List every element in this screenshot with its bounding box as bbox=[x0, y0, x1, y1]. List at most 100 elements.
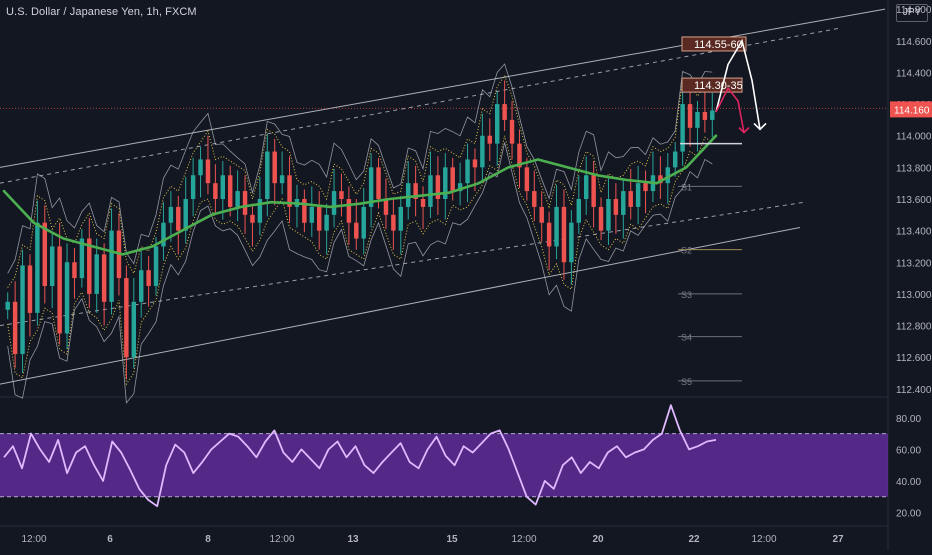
candle-body bbox=[131, 301, 137, 358]
candle-body bbox=[643, 183, 648, 192]
projection-white-arrowhead bbox=[753, 122, 767, 131]
bollinger-upper bbox=[7, 63, 713, 274]
candle-body bbox=[346, 199, 352, 223]
candle-body bbox=[64, 262, 70, 334]
candle-body bbox=[190, 175, 196, 199]
candle-body bbox=[672, 151, 678, 168]
time-tick-label: 15 bbox=[446, 534, 458, 545]
rsi-tick-label: 80.00 bbox=[896, 414, 921, 425]
candle-body bbox=[487, 135, 493, 144]
candle-body bbox=[576, 199, 582, 223]
candle-body bbox=[94, 254, 99, 294]
candle-body bbox=[502, 104, 507, 120]
candle-body bbox=[5, 301, 10, 310]
candle-body bbox=[124, 278, 129, 358]
candle-body bbox=[443, 167, 448, 199]
rsi-band bbox=[0, 433, 888, 497]
candle-body bbox=[279, 175, 285, 184]
candle-body bbox=[635, 183, 641, 207]
candle-body bbox=[695, 111, 700, 128]
price-tick-label: 113.000 bbox=[896, 290, 932, 301]
current-price-label: 114.160 bbox=[894, 105, 930, 116]
pivot-label-3: S3 bbox=[681, 290, 692, 300]
time-tick-label: 22 bbox=[688, 534, 700, 545]
candle-body bbox=[324, 214, 329, 231]
candle-body bbox=[235, 191, 240, 207]
current-price-tag bbox=[890, 101, 932, 118]
candle-body bbox=[658, 175, 663, 184]
candle-body bbox=[613, 199, 619, 215]
candle-body bbox=[405, 183, 411, 207]
candle-body bbox=[79, 238, 85, 279]
candle-body bbox=[220, 175, 226, 199]
pivot-label-4: S4 bbox=[681, 333, 692, 343]
price-tick-label: 114.800 bbox=[896, 5, 932, 16]
price-tick-label: 112.800 bbox=[896, 322, 932, 333]
candle-body bbox=[591, 175, 596, 207]
candle-body bbox=[265, 151, 270, 199]
candle-body bbox=[494, 104, 500, 144]
price-tick-label: 114.000 bbox=[896, 132, 932, 143]
candle-body bbox=[480, 135, 485, 168]
candle-body bbox=[435, 175, 441, 199]
candle-body bbox=[205, 159, 211, 184]
time-tick-label: 27 bbox=[832, 534, 844, 545]
candle-body bbox=[628, 191, 633, 207]
candle-body bbox=[361, 206, 366, 239]
time-tick-label: 6 bbox=[107, 534, 113, 545]
candle-body bbox=[183, 199, 188, 231]
candle-body bbox=[309, 206, 315, 223]
candle-body bbox=[420, 199, 426, 207]
candle-body bbox=[598, 206, 604, 231]
rsi-tick-label: 20.00 bbox=[896, 509, 921, 520]
price-tick-label: 113.800 bbox=[896, 163, 932, 174]
candle-body bbox=[109, 230, 114, 302]
candle-body bbox=[198, 159, 203, 176]
candle-body bbox=[428, 175, 433, 207]
candle-body bbox=[687, 104, 693, 128]
candle-body bbox=[339, 191, 344, 199]
candle-body bbox=[524, 167, 530, 192]
candle-body bbox=[302, 199, 307, 223]
candle-body bbox=[242, 191, 248, 215]
candle-body bbox=[621, 191, 626, 215]
symbol-title: U.S. Dollar / Japanese Yen, 1h, FXCM bbox=[6, 6, 197, 18]
candle-body bbox=[561, 206, 567, 263]
rsi-tick-label: 40.00 bbox=[896, 477, 921, 488]
candle-body bbox=[42, 222, 48, 287]
currency-badge[interactable]: JPY bbox=[896, 4, 928, 22]
candle-body bbox=[287, 175, 292, 207]
projection-red-path bbox=[715, 86, 745, 133]
bollinger-lower bbox=[7, 142, 713, 404]
projection-white-path bbox=[715, 38, 761, 130]
candle-body bbox=[272, 151, 277, 184]
projection-red-arrowhead bbox=[738, 126, 750, 134]
candle-body bbox=[413, 183, 418, 199]
candle-body bbox=[398, 206, 404, 231]
annotation-box-1 bbox=[681, 36, 747, 52]
candle-body bbox=[368, 167, 374, 207]
candle-body bbox=[457, 183, 463, 192]
annotation-label-2: 114.30-35 bbox=[694, 80, 743, 92]
price-tick-label: 113.200 bbox=[896, 258, 932, 269]
candle-body bbox=[583, 175, 589, 199]
channel-upper-line bbox=[0, 8, 886, 168]
candle-body bbox=[168, 206, 174, 223]
candle-body bbox=[20, 265, 25, 355]
candle-body bbox=[101, 254, 107, 302]
candle-body bbox=[710, 110, 715, 120]
candle-body bbox=[331, 191, 337, 215]
pivot-label-1: S1 bbox=[681, 182, 692, 192]
candle-body bbox=[27, 265, 33, 313]
candle-body bbox=[257, 199, 263, 223]
pivot-label-5: S5 bbox=[681, 377, 692, 387]
candle-body bbox=[153, 246, 159, 287]
rsi-tick-label: 60.00 bbox=[896, 445, 921, 456]
candle-body bbox=[391, 214, 396, 231]
time-tick-label: 12:00 bbox=[751, 534, 776, 545]
candle-body bbox=[161, 222, 166, 247]
time-tick-label: 20 bbox=[592, 534, 604, 545]
time-tick-label: 8 bbox=[205, 534, 211, 545]
candle-body bbox=[72, 262, 77, 279]
